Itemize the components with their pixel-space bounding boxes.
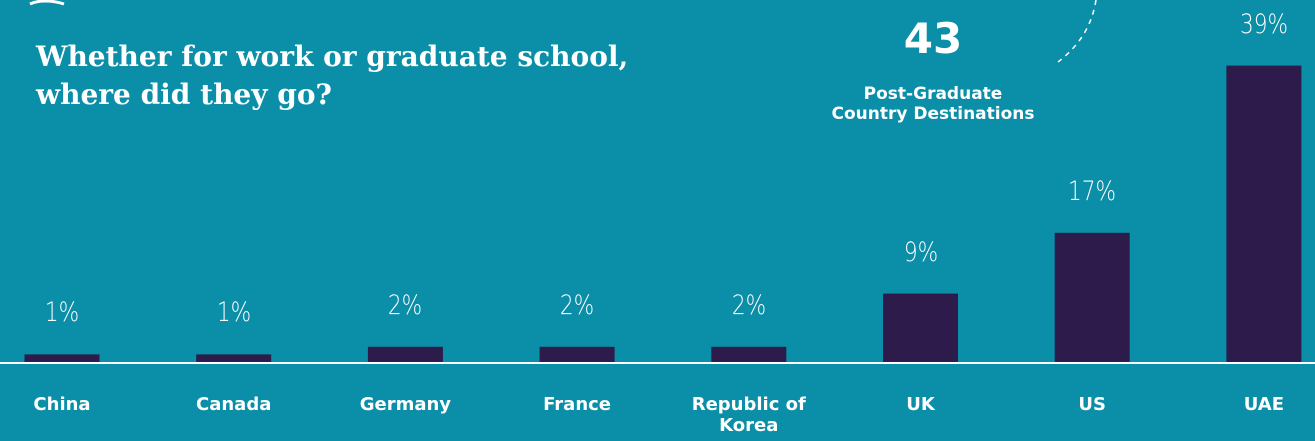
value-label: 9% (903, 236, 938, 268)
value-label: 2% (559, 289, 595, 321)
annotation-number: 43 (903, 14, 963, 63)
x-tick-label: Canada (196, 394, 272, 415)
decor-arc (29, 0, 65, 6)
value-label: 2% (731, 289, 766, 321)
bar (711, 346, 787, 362)
x-tick-label: US (1078, 394, 1106, 415)
x-tick-label: UAE (1243, 394, 1285, 415)
x-tick-label: France (543, 394, 612, 415)
x-tick-label: UK (906, 394, 935, 415)
decor-arc (1057, 0, 1097, 63)
bar (883, 293, 958, 362)
bar (196, 354, 272, 362)
x-tick-label: Germany (359, 394, 452, 415)
value-label: 2% (388, 289, 423, 321)
bar (367, 346, 443, 362)
x-tick-label: China (33, 394, 91, 415)
value-label: 1% (44, 297, 80, 329)
x-tick-label: Republic of Korea (691, 394, 806, 436)
chart-title: Whether for work or graduate school, whe… (36, 40, 629, 111)
value-label: 1% (216, 297, 251, 329)
bar (1226, 65, 1302, 362)
value-label: 39% (1239, 8, 1288, 40)
annotation-text: Post-Graduate Country Destinations (831, 84, 1035, 124)
value-label: 17% (1068, 175, 1117, 207)
bar (24, 354, 100, 362)
bar (539, 346, 615, 362)
bar (1054, 232, 1130, 362)
